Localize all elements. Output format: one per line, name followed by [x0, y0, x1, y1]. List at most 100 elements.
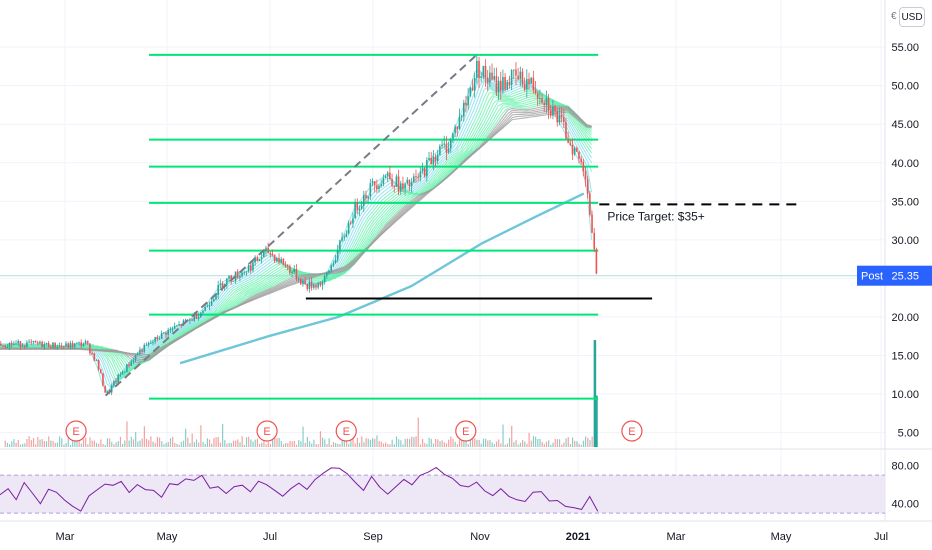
- volume-bar: [478, 439, 480, 447]
- volume-bar: [108, 438, 111, 447]
- candle-body: [236, 271, 239, 278]
- candle-body: [86, 341, 89, 344]
- candle-body: [286, 265, 289, 267]
- volume-bar: [258, 443, 261, 447]
- candle-body: [515, 69, 517, 76]
- ma200-line: [179, 192, 585, 365]
- candle-body: [80, 342, 83, 346]
- volume-bar: [343, 436, 345, 447]
- ema-ribbon-line: [0, 92, 593, 380]
- currency-button[interactable]: USD: [899, 7, 925, 27]
- candle-body: [273, 254, 276, 262]
- earnings-marker[interactable]: [65, 420, 87, 442]
- volume-bar: [211, 443, 213, 447]
- volume-bar: [267, 442, 269, 447]
- volume-bar: [180, 441, 182, 447]
- volume-bar: [535, 436, 537, 447]
- volume-bar: [406, 438, 408, 447]
- volume-bar: [511, 425, 513, 447]
- candle-body: [510, 70, 513, 85]
- candle-body: [436, 154, 439, 162]
- volume-bar: [185, 428, 187, 447]
- candle-body: [97, 359, 100, 370]
- volume-bar: [93, 440, 95, 447]
- volume-bar: [280, 441, 282, 447]
- currency-edge-glyph: €: [891, 11, 897, 22]
- volume-bar: [456, 444, 458, 447]
- volume-bar: [369, 439, 372, 447]
- volume-bar: [189, 443, 191, 447]
- price-axis: 5.0010.0015.0020.0025.0030.0035.0040.004…: [891, 42, 919, 510]
- drawings[interactable]: Price Target: $35+: [104, 54, 803, 397]
- volume-bar: [324, 439, 326, 447]
- volume-bar: [285, 442, 287, 447]
- volume-bar: [13, 439, 15, 447]
- volume-bar: [378, 441, 380, 447]
- volume-bar: [100, 439, 102, 447]
- volume-bar: [291, 441, 293, 447]
- volume-bar: [78, 436, 80, 447]
- candle-body: [126, 364, 128, 372]
- candle-body: [297, 279, 300, 281]
- candle-body: [180, 324, 183, 326]
- candle-body: [443, 143, 446, 145]
- candle-body: [326, 272, 328, 277]
- volume-bar: [515, 440, 517, 447]
- candle-body: [341, 237, 343, 241]
- candle-body: [104, 385, 106, 393]
- candle-body: [34, 341, 37, 343]
- volume-bar: [452, 439, 454, 447]
- candle-body: [469, 87, 472, 97]
- candle-body: [160, 333, 163, 339]
- volume-bar: [11, 441, 13, 447]
- volume-bar: [43, 440, 45, 447]
- rsi-tick-label: 40.00: [891, 499, 919, 511]
- volume-bar: [219, 442, 222, 447]
- candle-body: [232, 280, 235, 282]
- candle-body: [584, 171, 587, 180]
- candle-body: [491, 72, 493, 80]
- earnings-marker[interactable]: [621, 420, 643, 442]
- candle-body: [339, 240, 341, 251]
- volume-bar: [337, 443, 339, 447]
- candle-body: [145, 344, 148, 346]
- candle-body: [134, 354, 137, 361]
- volume-bar: [443, 442, 445, 447]
- candle-body: [506, 82, 509, 90]
- candle-body: [402, 183, 404, 189]
- candle-body: [432, 156, 435, 165]
- volume-bar: [9, 444, 11, 447]
- candle-body: [254, 257, 256, 263]
- volume-bar: [239, 442, 241, 447]
- volume-bar: [172, 436, 174, 447]
- candle-body: [289, 266, 291, 274]
- volume-bar: [217, 437, 219, 447]
- candle-body: [245, 271, 248, 273]
- volume-bar: [237, 439, 239, 447]
- volume-bar: [52, 440, 54, 447]
- candle-body: [54, 342, 56, 348]
- candle-body: [378, 185, 380, 189]
- volume-bar: [545, 441, 548, 447]
- earnings-marker[interactable]: [335, 420, 357, 442]
- rsi-band: [0, 475, 885, 514]
- candle-body: [562, 117, 565, 122]
- price-tick-label: 35.00: [891, 196, 919, 208]
- volume-bar: [102, 444, 104, 447]
- volume-bar: [393, 444, 395, 447]
- volume-bar: [174, 442, 176, 447]
- post-badge-label-bg: [857, 265, 888, 286]
- volume-bar: [165, 442, 167, 447]
- candle-body: [113, 381, 115, 386]
- earnings-marker[interactable]: [455, 420, 477, 442]
- volume-bar: [437, 439, 439, 447]
- volume-bar: [576, 441, 578, 447]
- candle-body: [308, 281, 311, 290]
- earnings-marker[interactable]: [256, 420, 278, 442]
- post-badge: Post 25.35: [857, 265, 932, 286]
- fib-levels[interactable]: [149, 53, 599, 400]
- trend-line[interactable]: [104, 54, 478, 397]
- volume-bar: [330, 444, 332, 447]
